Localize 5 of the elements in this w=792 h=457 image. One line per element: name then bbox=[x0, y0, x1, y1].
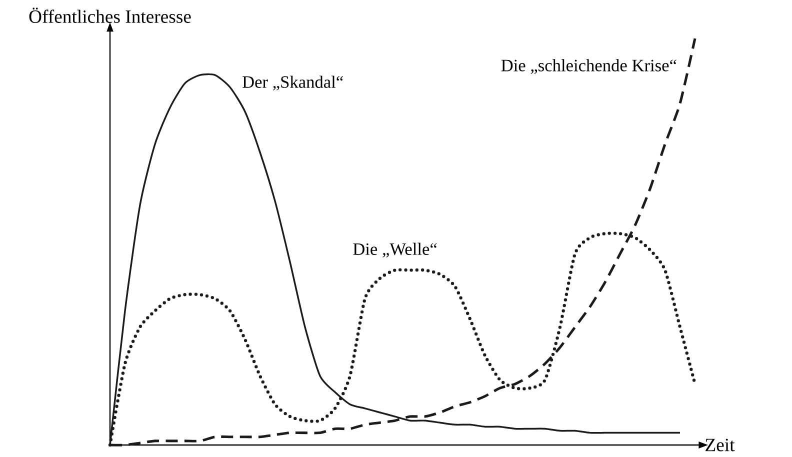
series-label: Der „Skandal“ bbox=[242, 76, 343, 90]
series-label: Die „schleichende Krise“ bbox=[501, 59, 676, 74]
x-axis-title: Zeit bbox=[706, 438, 735, 452]
y-axis-title: Öffentliches Interesse bbox=[29, 8, 191, 23]
series-label: Die „Welle“ bbox=[353, 242, 437, 258]
